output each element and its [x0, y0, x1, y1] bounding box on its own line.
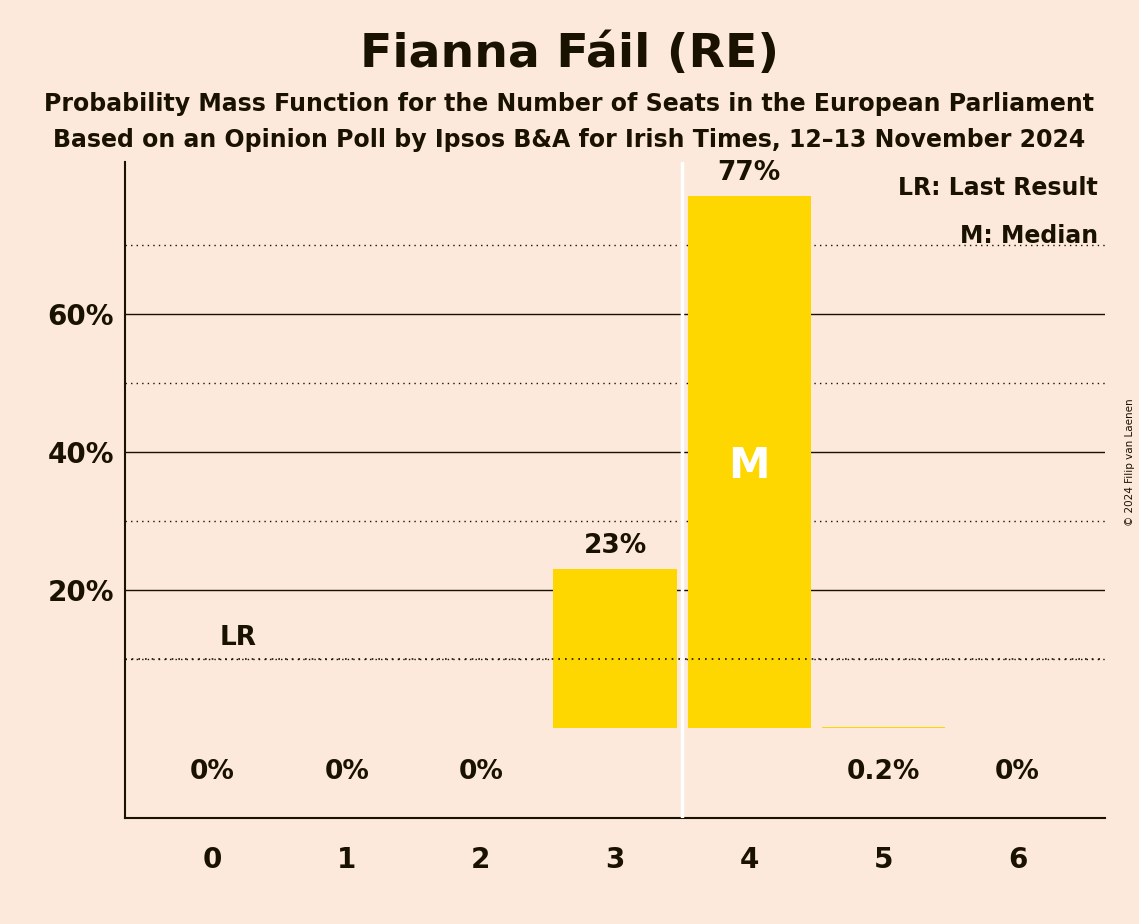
Text: 0%: 0%	[190, 759, 235, 785]
Text: © 2024 Filip van Laenen: © 2024 Filip van Laenen	[1125, 398, 1134, 526]
Bar	[688, 196, 811, 728]
Text: M: Median: M: Median	[960, 224, 1098, 248]
Text: M: M	[729, 444, 770, 487]
Text: 77%: 77%	[718, 160, 781, 186]
Bar	[821, 726, 945, 728]
Text: 0%: 0%	[458, 759, 503, 785]
Text: Based on an Opinion Poll by Ipsos B&A for Irish Times, 12–13 November 2024: Based on an Opinion Poll by Ipsos B&A fo…	[54, 128, 1085, 152]
Text: LR: Last Result: LR: Last Result	[899, 176, 1098, 200]
Text: LR: LR	[219, 625, 256, 650]
Text: 0%: 0%	[325, 759, 369, 785]
Text: Probability Mass Function for the Number of Seats in the European Parliament: Probability Mass Function for the Number…	[44, 92, 1095, 116]
Text: 0.2%: 0.2%	[846, 759, 920, 785]
Text: 23%: 23%	[583, 533, 647, 559]
Bar	[554, 569, 677, 728]
Text: Fianna Fáil (RE): Fianna Fáil (RE)	[360, 32, 779, 78]
Text: 0%: 0%	[995, 759, 1040, 785]
